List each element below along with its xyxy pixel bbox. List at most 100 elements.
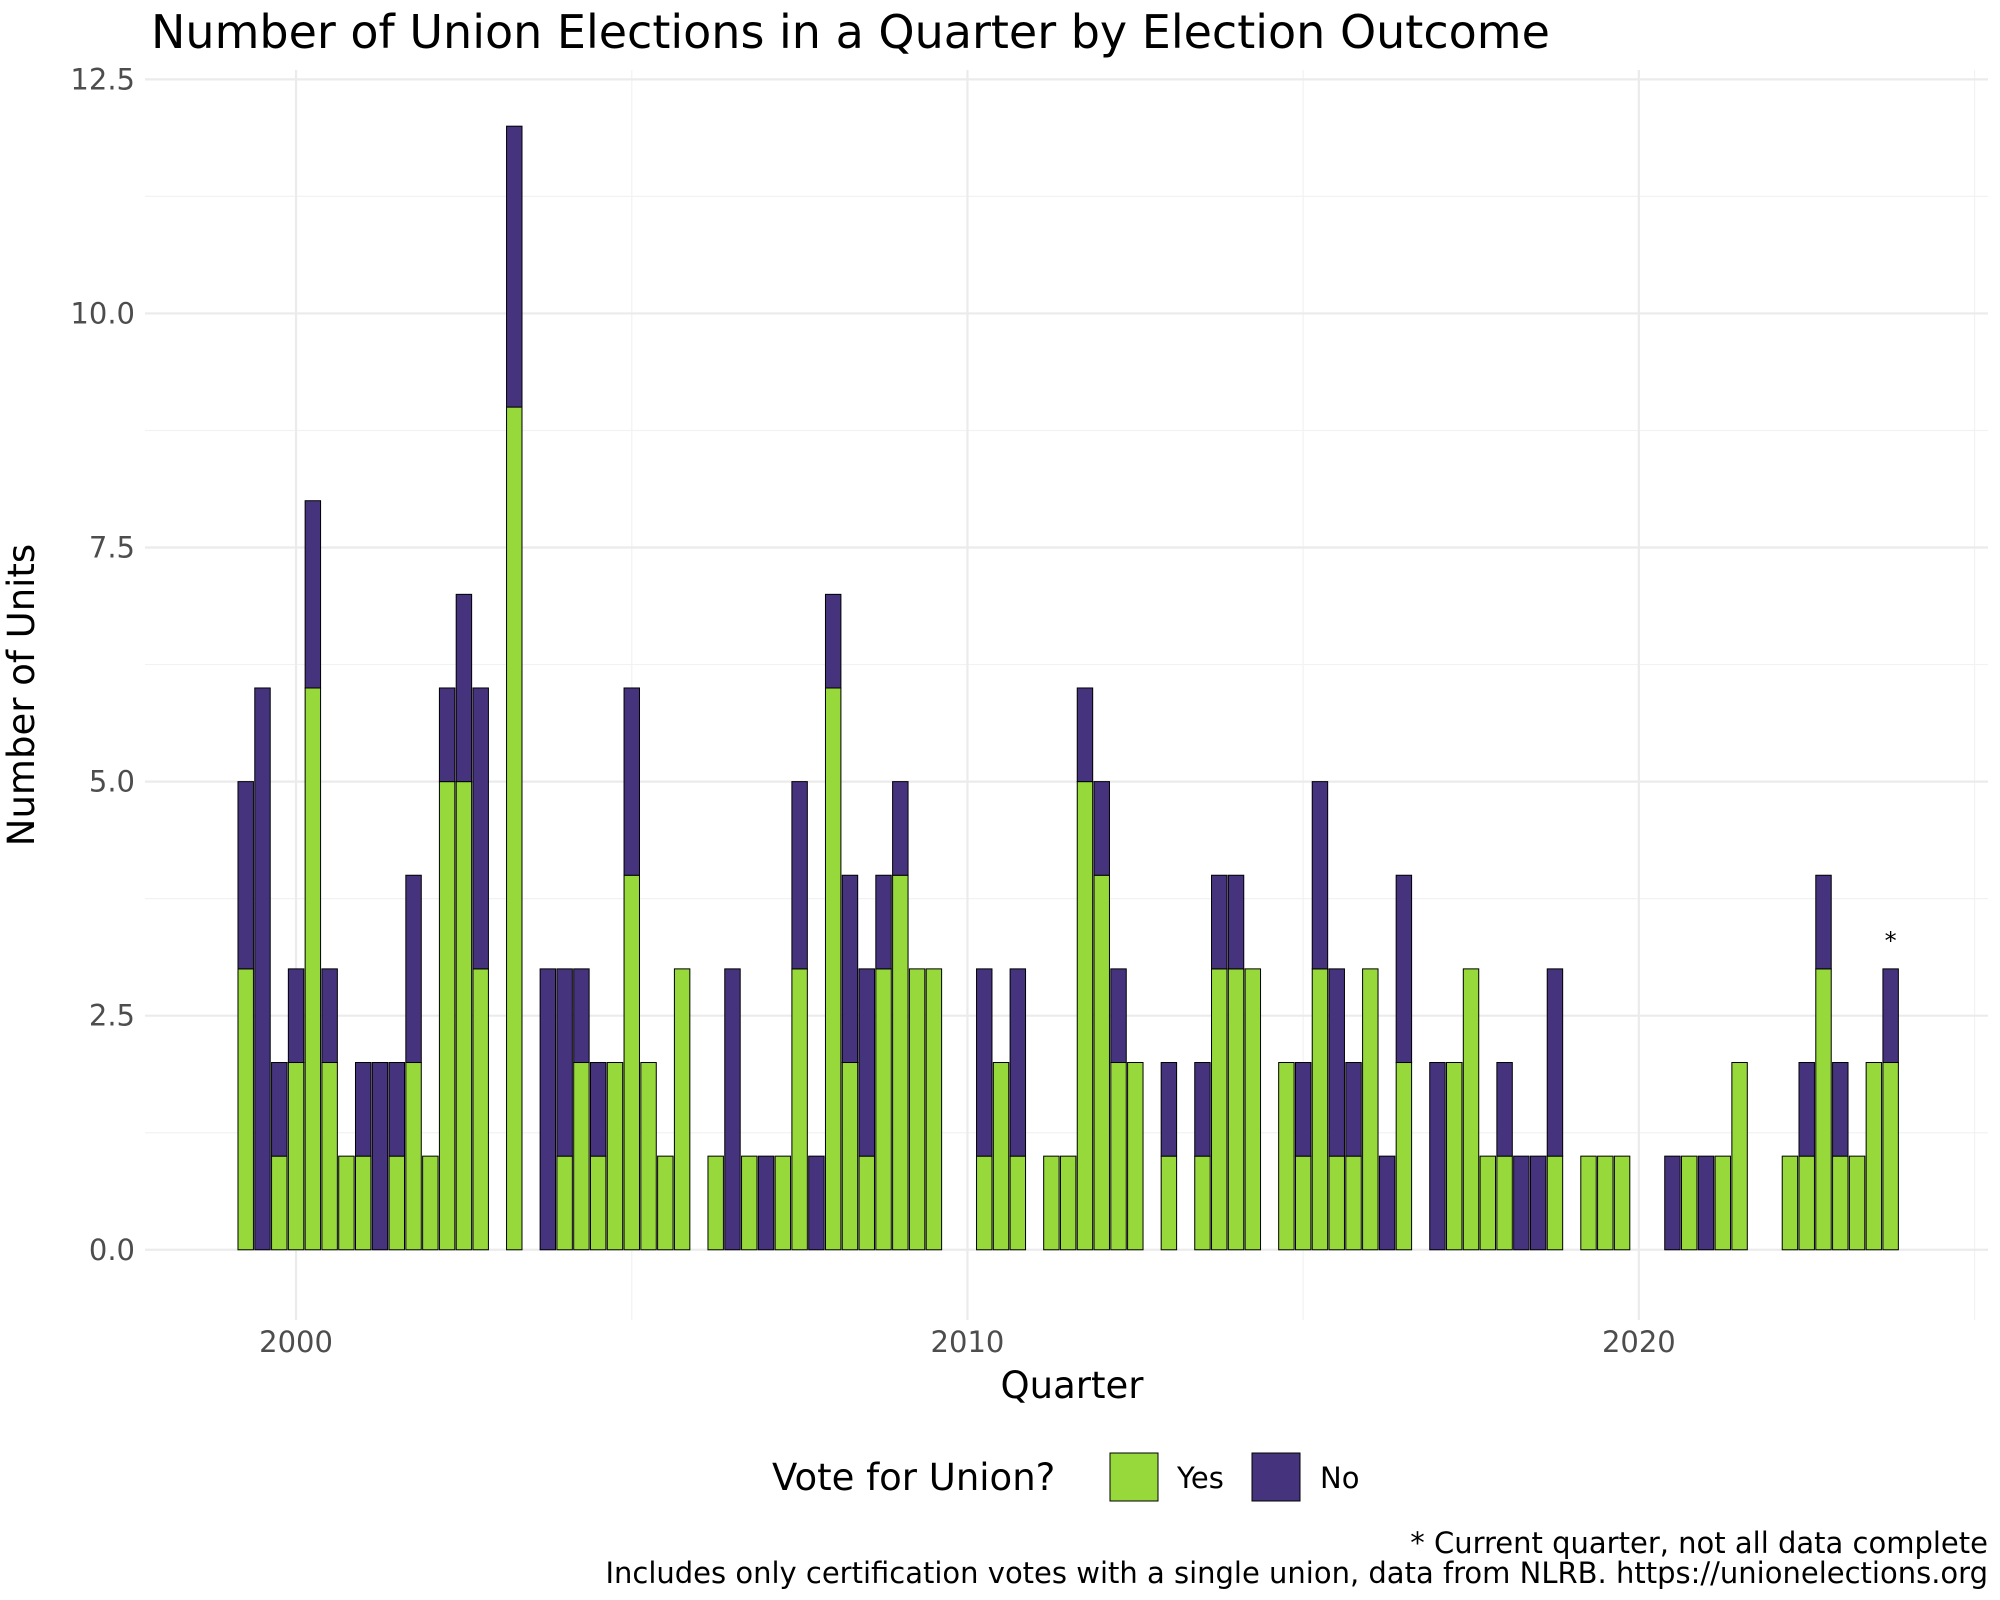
bar-yes xyxy=(1362,968,1379,1251)
bar-no xyxy=(808,1155,825,1251)
bar-yes xyxy=(388,1155,405,1251)
bar-no xyxy=(371,1062,389,1251)
x-tick-label: 2000 xyxy=(259,1325,333,1359)
bar-no xyxy=(1832,1062,1849,1157)
bar-yes xyxy=(1798,1155,1815,1251)
bar-no xyxy=(1697,1155,1715,1251)
bar-no xyxy=(1529,1155,1547,1251)
bar-no xyxy=(388,1062,405,1157)
bar-no xyxy=(1160,1062,1178,1157)
bar-yes xyxy=(271,1155,288,1251)
bar-no xyxy=(271,1062,288,1157)
y-axis-title: Number of Units xyxy=(0,544,43,846)
bar-yes xyxy=(657,1155,674,1251)
bar-no xyxy=(875,874,892,970)
bar-no xyxy=(1378,1155,1396,1251)
y-tick-label: 10.0 xyxy=(70,296,135,330)
bar-no xyxy=(1546,968,1564,1157)
bar-yes xyxy=(1043,1155,1060,1251)
legend-title: Vote for Union? xyxy=(772,1456,1055,1499)
bar-yes xyxy=(1211,968,1228,1251)
x-tick-label: 2020 xyxy=(1602,1325,1676,1359)
bar-yes xyxy=(556,1155,573,1251)
bar-no xyxy=(757,1155,775,1251)
bar-yes xyxy=(976,1155,993,1251)
bar-yes xyxy=(405,1062,422,1251)
bar-no xyxy=(1076,687,1094,783)
bar-no xyxy=(1294,1062,1312,1157)
bar-no xyxy=(1093,781,1110,876)
bar-yes xyxy=(623,874,640,1251)
bar-yes xyxy=(354,1155,372,1251)
bar-yes xyxy=(791,968,808,1251)
y-tick-label: 12.5 xyxy=(70,62,135,96)
bar-yes xyxy=(741,1155,758,1251)
legend: Vote for Union? Yes No xyxy=(772,1452,1359,1502)
bar-yes xyxy=(573,1062,590,1251)
bar-yes xyxy=(1059,1155,1077,1251)
annotations: * xyxy=(1885,927,1897,955)
bar-yes xyxy=(1882,1062,1899,1251)
bar-yes xyxy=(673,968,691,1251)
bar-yes xyxy=(908,968,926,1251)
bar-yes xyxy=(1093,874,1110,1251)
bar-no xyxy=(1328,968,1345,1157)
bar-yes xyxy=(338,1155,355,1251)
bar-yes xyxy=(1865,1062,1883,1251)
bar-no xyxy=(455,593,473,783)
bar-no xyxy=(1110,968,1127,1064)
bar-yes xyxy=(1580,1155,1597,1251)
y-tick-label: 2.5 xyxy=(89,999,135,1033)
y-tick-label: 7.5 xyxy=(89,531,135,565)
bar-yes xyxy=(1613,1155,1631,1251)
bar-no xyxy=(556,968,573,1157)
bar-yes xyxy=(1194,1155,1211,1251)
bar-yes xyxy=(1244,968,1262,1251)
bar-no xyxy=(506,125,523,408)
y-tick-label: 0.0 xyxy=(89,1233,135,1267)
bar-yes xyxy=(1227,968,1245,1251)
bar-yes xyxy=(1278,1062,1295,1251)
bar-yes xyxy=(1076,781,1094,1251)
bar-yes xyxy=(1731,1062,1748,1251)
bar-no xyxy=(573,968,590,1064)
bar-no xyxy=(1513,1155,1530,1251)
bar-no xyxy=(791,781,808,970)
bar-no xyxy=(1211,874,1228,970)
caption-note: * Current quarter, not all data complete xyxy=(1410,1526,1988,1560)
legend-label-no: No xyxy=(1320,1461,1359,1495)
bar-yes xyxy=(1815,968,1832,1251)
bar-no xyxy=(1009,968,1027,1157)
bar-no xyxy=(539,968,557,1251)
bar-yes xyxy=(1009,1155,1027,1251)
bar-yes xyxy=(858,1155,875,1251)
annotation-asterisk: * xyxy=(1885,927,1897,955)
bar-yes xyxy=(1597,1155,1614,1251)
bar-yes xyxy=(1110,1062,1127,1251)
y-axis-ticks: 0.0 2.5 5.0 7.5 10.0 12.5 xyxy=(70,62,135,1266)
bar-yes xyxy=(824,687,842,1251)
legend-label-yes: Yes xyxy=(1176,1461,1224,1495)
bar-yes xyxy=(589,1155,607,1251)
bar-no xyxy=(1429,1062,1446,1251)
bar-no xyxy=(254,687,271,1251)
legend-swatch-no xyxy=(1251,1452,1301,1502)
bar-yes xyxy=(841,1062,859,1251)
bar-yes xyxy=(707,1155,724,1251)
bar-no xyxy=(1815,874,1832,970)
bar-yes xyxy=(321,1062,338,1251)
bar-yes xyxy=(1328,1155,1345,1251)
bar-yes xyxy=(1496,1155,1513,1251)
chart-title: Number of Union Elections in a Quarter b… xyxy=(151,5,1550,59)
bar-yes xyxy=(287,1062,305,1251)
bar-yes xyxy=(472,968,489,1251)
bar-yes xyxy=(1395,1062,1413,1251)
bar-no xyxy=(858,968,875,1157)
bar-yes xyxy=(304,687,322,1251)
bar-no xyxy=(1664,1155,1681,1251)
bar-no xyxy=(892,781,909,876)
bar-no xyxy=(976,968,993,1157)
bar-yes xyxy=(640,1062,657,1251)
x-axis-ticks: 2000 2010 2020 xyxy=(259,1325,1676,1359)
bar-yes xyxy=(1160,1155,1178,1251)
